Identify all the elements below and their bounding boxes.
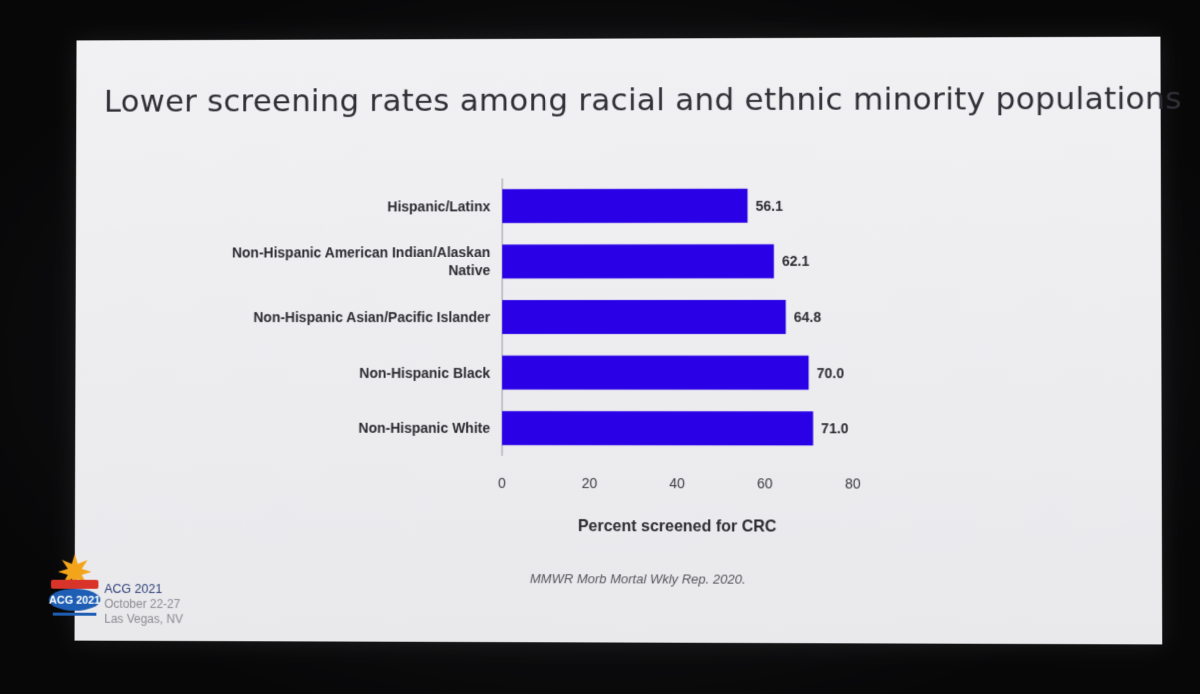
x-tick-label: 20 xyxy=(582,475,598,491)
bar-value-label: 56.1 xyxy=(756,198,784,214)
acg-2021-logo: ACG 2021 xyxy=(45,552,105,622)
event-info: ACG 2021 October 22-27 Las Vegas, NV xyxy=(104,582,183,627)
bar-3 xyxy=(502,300,786,334)
category-label: Hispanic/Latinx xyxy=(387,198,490,214)
bar-2 xyxy=(502,244,774,278)
x-tick-label: 40 xyxy=(669,475,685,491)
category-label: Non-Hispanic Asian/Pacific Islander xyxy=(253,309,490,325)
bar-value-label: 64.8 xyxy=(794,309,822,325)
citation: MMWR Morb Mortal Wkly Rep. 2020. xyxy=(530,571,746,587)
x-tick-label: 80 xyxy=(845,475,861,491)
bar-1 xyxy=(502,189,747,223)
category-label: Non-Hispanic American Indian/Alaskan xyxy=(232,245,490,261)
event-dates: October 22-27 xyxy=(104,597,183,612)
bar-chart: 56.1 Hispanic/Latinx 62.1 Non-Hispanic Amer… xyxy=(75,37,1163,645)
logo-text: ACG 2021 xyxy=(49,595,100,607)
x-axis-title: Percent screened for CRC xyxy=(578,518,777,536)
bar-value-label: 62.1 xyxy=(782,253,810,269)
category-label: Non-Hispanic White xyxy=(358,420,490,436)
bar-4 xyxy=(502,356,809,390)
x-tick-label: 60 xyxy=(757,475,773,491)
bar-value-label: 70.0 xyxy=(817,365,845,381)
event-location: Las Vegas, NV xyxy=(104,612,183,627)
event-name: ACG 2021 xyxy=(104,582,183,597)
category-label: Native xyxy=(448,262,490,278)
bar-5 xyxy=(502,411,813,445)
bar-value-label: 71.0 xyxy=(821,420,849,436)
presentation-slide: Lower screening rates among racial and e… xyxy=(75,37,1163,645)
category-label: Non-Hispanic Black xyxy=(359,364,490,380)
x-tick-label: 0 xyxy=(498,475,506,491)
